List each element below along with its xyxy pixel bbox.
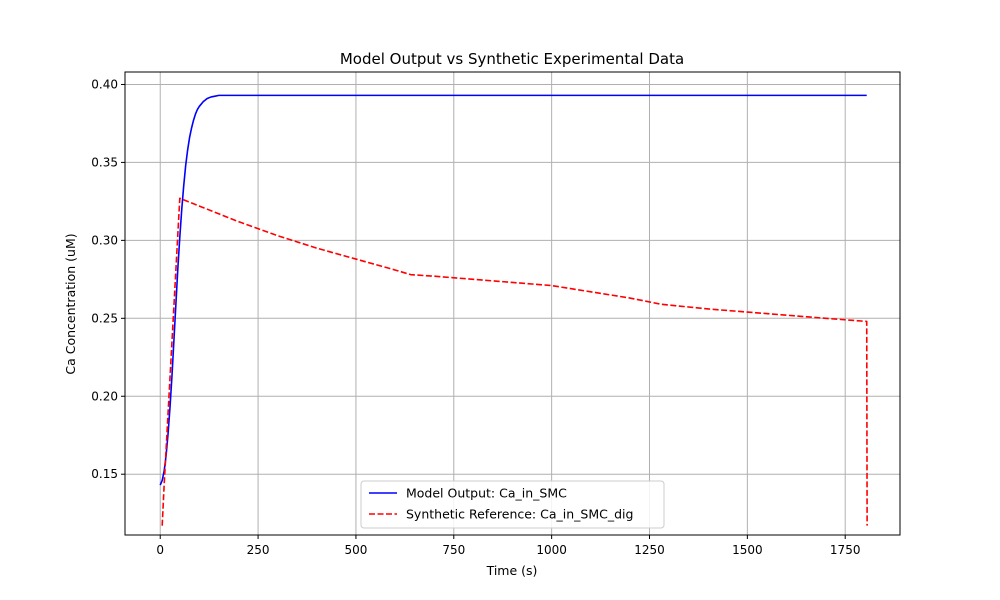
grid bbox=[125, 72, 900, 535]
x-tick-label: 1000 bbox=[536, 543, 567, 557]
legend-box bbox=[360, 480, 665, 529]
y-tick-label: 0.30 bbox=[91, 233, 118, 247]
x-tick-label: 0 bbox=[156, 543, 164, 557]
legend-label: Model Output: Ca_in_SMC bbox=[406, 486, 567, 501]
series-line-1 bbox=[159, 94, 867, 486]
x-tick-label: 1250 bbox=[634, 543, 665, 557]
y-tick-label: 0.40 bbox=[91, 77, 118, 91]
x-tick-label: 250 bbox=[247, 543, 270, 557]
x-tick-label: 1750 bbox=[830, 543, 861, 557]
y-tick-label: 0.35 bbox=[91, 155, 118, 169]
y-tick-label: 0.15 bbox=[91, 467, 118, 481]
legend: Model Output: Ca_in_SMC Synthetic Referen… bbox=[360, 480, 665, 529]
legend-label: Synthetic Reference: Ca_in_SMC_dig bbox=[406, 507, 633, 522]
x-tick-label: 750 bbox=[442, 543, 465, 557]
plot-lines bbox=[159, 94, 868, 526]
y-tick-label: 0.20 bbox=[91, 389, 118, 403]
plot-frame bbox=[124, 71, 901, 536]
x-tick-label: 500 bbox=[344, 543, 367, 557]
y-tick-label: 0.25 bbox=[91, 311, 118, 325]
x-tick-label: 1500 bbox=[732, 543, 763, 557]
ticks: 0 250 500 750 1000 1250 1500 1750 0.15 0.20 0.25 0.… bbox=[91, 77, 860, 557]
y-axis-label: Ca Concentration (uM) bbox=[63, 233, 78, 374]
x-axis-label: Time (s) bbox=[486, 563, 538, 578]
chart-title: Model Output vs Synthetic Experimental D… bbox=[340, 50, 684, 68]
series-line-2 bbox=[161, 197, 868, 526]
